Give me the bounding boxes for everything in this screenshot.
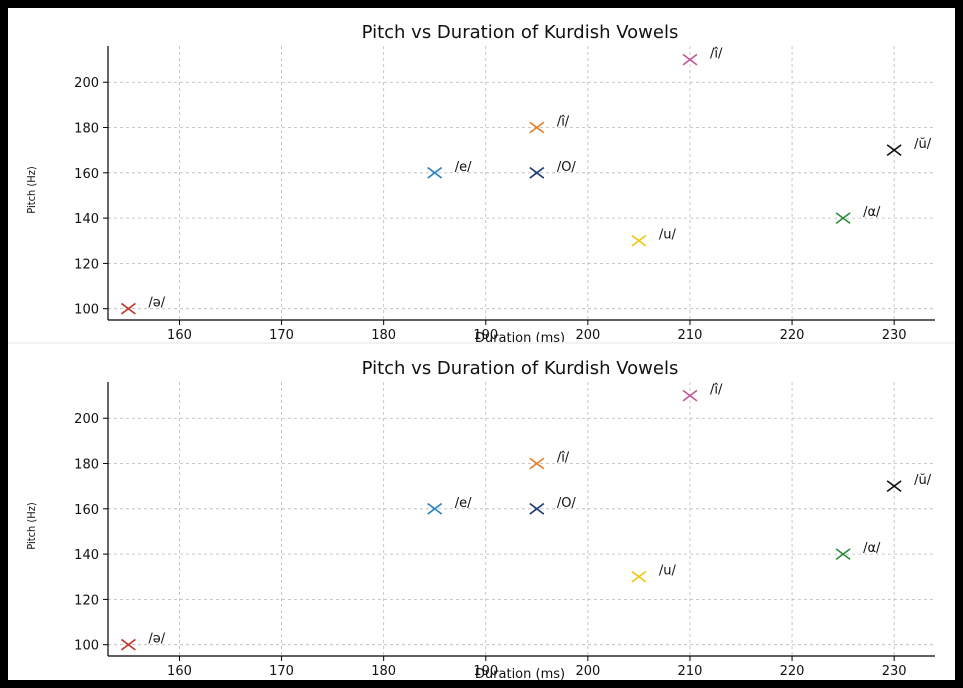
data-point-marker: [682, 53, 698, 66]
data-point-marker: [835, 548, 851, 560]
tick-labels: 160 170 180 190 200 210 220 230 100 120 140 160 180 2…: [74, 412, 906, 679]
chart-title: Pitch vs Duration of Kurdish Vowels: [362, 358, 679, 379]
data-point-label: /α/: [863, 205, 881, 220]
y-tick-label: 120: [74, 257, 99, 272]
data-point-label: /u/: [659, 564, 677, 579]
x-tick-label: 180: [371, 328, 396, 343]
x-tick-label: 200: [575, 664, 600, 679]
chart-title: Pitch vs Duration of Kurdish Vowels: [362, 22, 679, 43]
data-point-label: /î/: [557, 115, 570, 130]
data-point-marker: [631, 234, 647, 247]
x-tick-label: 200: [575, 328, 600, 343]
data-point-marker: [529, 457, 545, 470]
x-tick-label: 230: [882, 664, 907, 679]
data-point-marker: [120, 638, 136, 651]
data-point-label: /ə/: [148, 632, 165, 647]
data-point-marker: [886, 480, 902, 493]
scatter-chart-top: Pitch vs Duration of Kurdish Vowels 160 1…: [25, 22, 935, 344]
x-tick-label: 210: [678, 328, 703, 343]
data-point-label: /u/: [659, 228, 677, 243]
y-axis-label: Pitch (Hz): [25, 502, 38, 550]
data-point-label: /e/: [455, 160, 472, 175]
x-tick-label: 160: [167, 664, 192, 679]
data-point-marker: [631, 570, 647, 583]
y-tick-label: 180: [74, 122, 99, 137]
y-tick-label: 120: [74, 593, 99, 608]
y-tick-label: 100: [74, 303, 99, 318]
axes: [103, 382, 935, 661]
y-tick-label: 180: [74, 458, 99, 473]
grid: [108, 46, 935, 320]
tick-labels: 160 170 180 190 200 210 220 230 100 120 140 160 180 2…: [74, 76, 906, 343]
axes: [103, 46, 935, 325]
data-point-marker: [427, 502, 443, 515]
grid: [108, 382, 935, 656]
data-point-label: /O/: [557, 496, 577, 511]
x-tick-label: 160: [167, 328, 192, 343]
scatter-chart-bottom: Pitch vs Duration of Kurdish Vowels 160 1…: [25, 358, 935, 680]
x-tick-label: 180: [371, 664, 396, 679]
y-axis-label: Pitch (Hz): [25, 166, 38, 214]
data-point-label: /î/: [710, 383, 723, 398]
x-tick-label: 210: [678, 664, 703, 679]
data-point-label: /ŭ/: [914, 473, 932, 488]
x-tick-label: 230: [882, 328, 907, 343]
chart-panel-bottom: Pitch vs Duration of Kurdish Vowels 160 1…: [8, 344, 955, 680]
x-axis-label: Duration (ms): [475, 331, 565, 344]
data-point-label: /î/: [710, 47, 723, 62]
data-point-marker: [529, 121, 545, 134]
x-tick-label: 220: [780, 664, 805, 679]
x-tick-label: 170: [269, 664, 294, 679]
data-points: /ə/ /e/ /î/ /O/ /u/ /î/ /α/ /ŭ/: [120, 47, 932, 315]
data-point-marker: [835, 212, 851, 224]
data-point-marker: [120, 302, 136, 315]
y-tick-label: 160: [74, 503, 99, 518]
data-point-label: /î/: [557, 451, 570, 466]
y-tick-label: 100: [74, 639, 99, 654]
data-point-label: /ə/: [148, 296, 165, 311]
x-tick-label: 190: [473, 664, 498, 679]
data-point-label: /e/: [455, 496, 472, 511]
data-point-marker: [886, 144, 902, 157]
y-tick-label: 140: [74, 212, 99, 227]
y-tick-label: 160: [74, 167, 99, 182]
x-tick-label: 220: [780, 328, 805, 343]
figure-frame: Pitch vs Duration of Kurdish Vowels 160 1…: [8, 8, 955, 680]
x-tick-label: 190: [473, 328, 498, 343]
data-point-label: /ŭ/: [914, 137, 932, 152]
x-axis-label: Duration (ms): [475, 667, 565, 680]
y-tick-label: 200: [74, 412, 99, 427]
data-point-label: /O/: [557, 160, 577, 175]
data-point-label: /α/: [863, 541, 881, 556]
data-point-marker: [529, 166, 545, 179]
chart-panel-top: Pitch vs Duration of Kurdish Vowels 160 1…: [8, 8, 955, 344]
y-tick-label: 140: [74, 548, 99, 563]
data-points: /ə/ /e/ /î/ /O/ /u/ /î/ /α/ /ŭ/: [120, 383, 932, 651]
y-tick-label: 200: [74, 76, 99, 91]
data-point-marker: [427, 166, 443, 179]
data-point-marker: [682, 389, 698, 402]
data-point-marker: [529, 502, 545, 515]
x-tick-label: 170: [269, 328, 294, 343]
